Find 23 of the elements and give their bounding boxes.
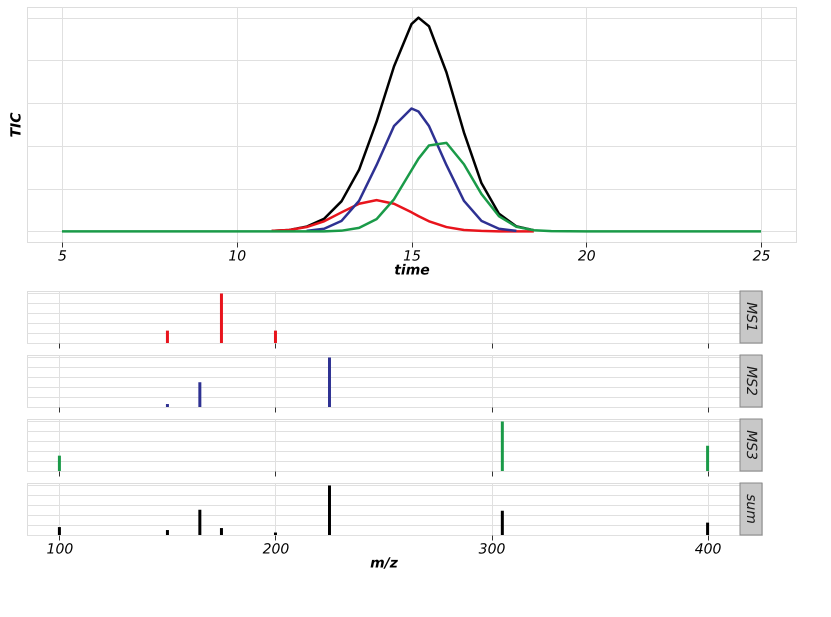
x-tick-label: 5 xyxy=(58,248,67,264)
x-axis-title: m/z xyxy=(370,556,399,572)
x-tick-label: 300 xyxy=(478,542,506,558)
bar xyxy=(500,510,504,535)
y-axis-title: TIC xyxy=(8,112,24,138)
bar xyxy=(198,510,202,535)
text: sum xyxy=(743,494,759,524)
bar xyxy=(220,528,223,535)
text: MS2 xyxy=(743,366,759,396)
x-tick-label: 15 xyxy=(403,248,421,264)
text: MS3 xyxy=(743,430,759,460)
bar xyxy=(706,522,710,535)
x-tick-label: 10 xyxy=(228,248,246,264)
x-tick-label: 200 xyxy=(262,542,290,558)
x-tick-label: 25 xyxy=(752,248,771,264)
x-tick-label: 100 xyxy=(46,542,74,558)
text: MS1 xyxy=(743,302,759,332)
bar xyxy=(166,530,169,535)
bar xyxy=(328,485,331,535)
bar xyxy=(58,527,61,535)
x-tick-label: 400 xyxy=(694,542,722,558)
x-tick-label: 20 xyxy=(578,248,596,264)
x-axis-title: time xyxy=(394,262,430,278)
